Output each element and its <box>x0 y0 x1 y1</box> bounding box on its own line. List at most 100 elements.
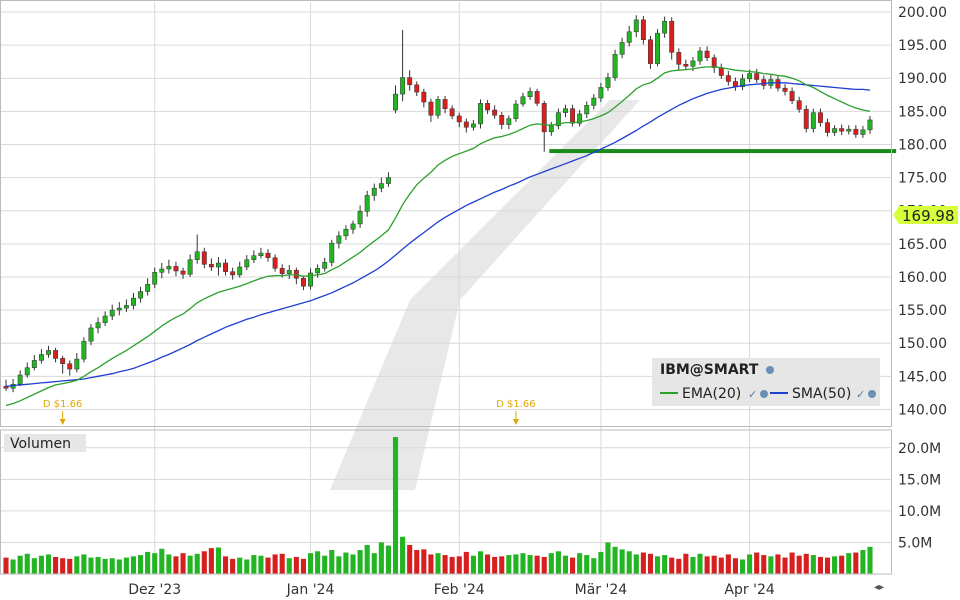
volume-bar <box>293 556 299 574</box>
volume-label: Volumen <box>4 434 86 452</box>
volume-bar <box>38 555 44 574</box>
candle <box>584 101 590 118</box>
candle <box>598 82 604 103</box>
candle <box>46 345 51 358</box>
candle-body <box>478 103 483 125</box>
volume-bar <box>676 558 682 574</box>
candle <box>867 115 873 134</box>
volume-bar <box>428 554 434 574</box>
volume-bar <box>74 556 80 574</box>
candle-body <box>46 350 51 355</box>
candle-body <box>796 100 802 110</box>
volume-bar <box>662 555 668 574</box>
candle <box>711 54 717 73</box>
scroll-right-icon[interactable]: ◂▸ <box>874 582 884 593</box>
dividend-arrow-head <box>59 419 66 425</box>
volume-bar <box>215 547 222 574</box>
candle <box>789 87 795 105</box>
candle-body <box>485 103 491 111</box>
candle <box>123 299 129 313</box>
candle <box>534 88 540 107</box>
volume-bar <box>251 555 257 574</box>
candle <box>633 15 639 38</box>
candle <box>329 239 335 267</box>
candle-body <box>194 251 200 260</box>
candle-body <box>853 128 859 135</box>
volume-bar <box>180 553 186 574</box>
volume-bar <box>123 557 129 574</box>
volume-bar <box>782 557 788 574</box>
volume-bar <box>555 551 561 574</box>
candle <box>605 72 611 91</box>
candle-body <box>470 123 476 128</box>
candle-body <box>322 262 328 269</box>
candle-body <box>279 268 285 274</box>
candle-body <box>860 129 866 135</box>
candle-body <box>223 262 228 272</box>
volume-bar <box>584 555 590 574</box>
candle-body <box>577 113 583 124</box>
candle <box>683 59 689 71</box>
candle-body <box>88 327 94 342</box>
volume-bar <box>258 555 264 574</box>
candle <box>216 257 221 276</box>
dividend-marker[interactable]: D $1.66 <box>496 399 536 425</box>
volume-label-bg <box>4 434 86 452</box>
candle-body <box>237 266 243 276</box>
support-line-bar[interactable] <box>549 149 897 154</box>
volume-bar <box>173 556 179 574</box>
volume-bar <box>24 553 30 574</box>
volume-bar <box>400 536 406 574</box>
candle <box>853 125 859 138</box>
candle <box>754 68 760 83</box>
candle <box>385 172 391 187</box>
candle-body <box>761 79 767 86</box>
candle <box>244 255 250 271</box>
volume-bar <box>159 548 165 574</box>
price-tick-label: 150.00 <box>898 336 947 352</box>
candle <box>17 370 23 387</box>
volume-bar <box>562 555 569 574</box>
legend-ema-gear-icon[interactable] <box>760 390 768 398</box>
volume-pane-border <box>0 429 892 575</box>
legend-title-gear-icon[interactable] <box>766 366 774 374</box>
candle <box>371 183 377 201</box>
volume-bar <box>138 555 144 574</box>
candle <box>265 249 271 262</box>
candle <box>138 286 144 303</box>
volume-bar <box>201 551 207 574</box>
candle-body <box>145 283 151 292</box>
volume-bar <box>612 546 618 574</box>
dividend-marker[interactable]: D $1.66 <box>43 399 83 425</box>
candle <box>563 104 568 118</box>
volume-bar <box>88 557 94 574</box>
volume-bar <box>824 557 831 574</box>
price-tick-label: 195.00 <box>898 38 947 54</box>
candle <box>449 105 455 120</box>
volume-bar <box>300 558 306 574</box>
legend-ema-check-icon[interactable]: ✓ <box>748 388 757 401</box>
legend: IBM@SMART EMA(20) ✓ SMA(50) ✓ <box>652 358 880 406</box>
candle <box>499 111 505 130</box>
candle <box>95 317 101 334</box>
candle-body <box>725 75 731 82</box>
volume-bar <box>109 558 115 574</box>
volume-bar <box>435 553 441 574</box>
volume-bar <box>747 554 753 574</box>
candle-body <box>839 128 845 132</box>
price-tick-label: 190.00 <box>898 71 947 87</box>
watermark-logo <box>330 100 640 490</box>
dividend-markers: D $1.66 D $1.66 <box>43 399 536 425</box>
candle-body <box>591 97 597 106</box>
legend-sma-gear-icon[interactable] <box>868 390 876 398</box>
candle-body <box>116 307 122 311</box>
candle-body <box>350 223 356 230</box>
candle-body <box>272 257 278 269</box>
candle <box>725 70 731 86</box>
legend-sma-check-icon[interactable]: ✓ <box>856 388 865 401</box>
candle <box>251 250 257 264</box>
candle-body <box>428 101 434 116</box>
candle <box>343 225 349 240</box>
candle-body <box>17 374 23 385</box>
